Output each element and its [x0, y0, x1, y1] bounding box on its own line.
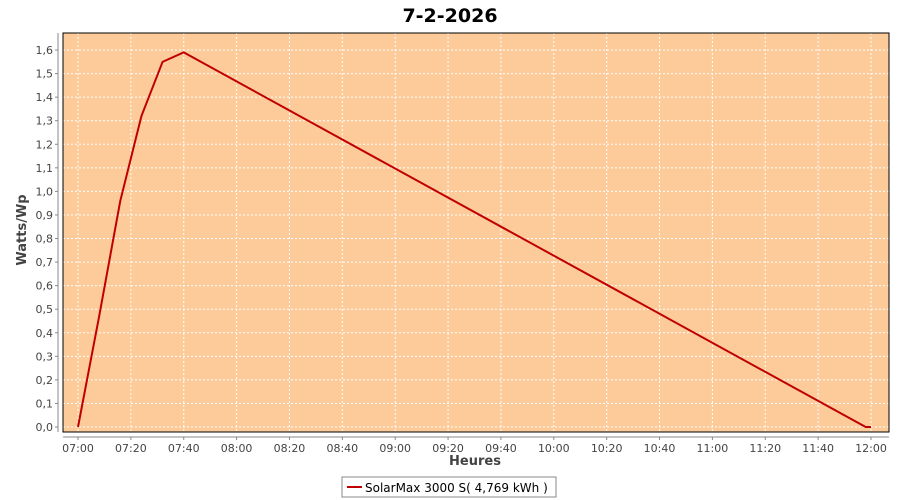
x-tick-label: 07:20 — [115, 442, 147, 455]
legend: SolarMax 3000 S( 4,769 kWh ) — [341, 476, 557, 498]
x-tick-label: 07:00 — [62, 442, 94, 455]
x-tick-label: 09:00 — [379, 442, 411, 455]
plot-area — [63, 33, 889, 432]
y-tick-label: 1,0 — [36, 185, 54, 198]
y-tick-label: 0,2 — [36, 374, 54, 387]
x-axis-label: Heures — [449, 454, 501, 469]
x-tick-label: 10:40 — [644, 442, 676, 455]
plot-border — [62, 32, 890, 433]
x-tick-label: 08:40 — [326, 442, 358, 455]
x-tick-label: 11:00 — [697, 442, 729, 455]
x-tick-label: 09:20 — [432, 442, 464, 455]
y-tick-label: 0,1 — [36, 397, 54, 410]
y-tick-label: 0,8 — [36, 233, 54, 246]
y-tick-label: 1,4 — [36, 91, 54, 104]
y-tick-label: 0,7 — [36, 256, 54, 269]
x-tick-label: 08:20 — [274, 442, 306, 455]
legend-box — [341, 476, 557, 498]
y-tick-label: 1,6 — [36, 44, 54, 57]
y-tick-label: 0,9 — [36, 209, 54, 222]
y-tick-label: 0,6 — [36, 280, 54, 293]
legend-label: SolarMax 3000 S( 4,769 kWh ) — [365, 481, 548, 495]
y-tick-label: 1,3 — [36, 115, 54, 128]
x-tick-label: 11:40 — [802, 442, 834, 455]
y-tick-label: 0,4 — [36, 327, 54, 340]
y-tick-label: 0,0 — [36, 421, 54, 434]
y-tick-label: 1,1 — [36, 162, 54, 175]
series-line — [77, 51, 871, 428]
x-tick-label: 10:20 — [591, 442, 623, 455]
x-tick-label: 09:40 — [485, 442, 517, 455]
y-tick-label: 0,5 — [36, 303, 54, 316]
x-tick-label: 12:00 — [855, 442, 887, 455]
x-tick-label: 10:00 — [538, 442, 570, 455]
y-tick-label: 0,3 — [36, 350, 54, 363]
x-tick-label: 08:00 — [221, 442, 253, 455]
y-tick-label: 1,5 — [36, 68, 54, 81]
x-tick-label: 11:20 — [749, 442, 781, 455]
y-tick-label: 1,2 — [36, 138, 54, 151]
y-axis-label: Watts/Wp — [15, 194, 30, 265]
x-tick-label: 07:40 — [168, 442, 200, 455]
chart-title: 7-2-2026 — [402, 5, 497, 27]
